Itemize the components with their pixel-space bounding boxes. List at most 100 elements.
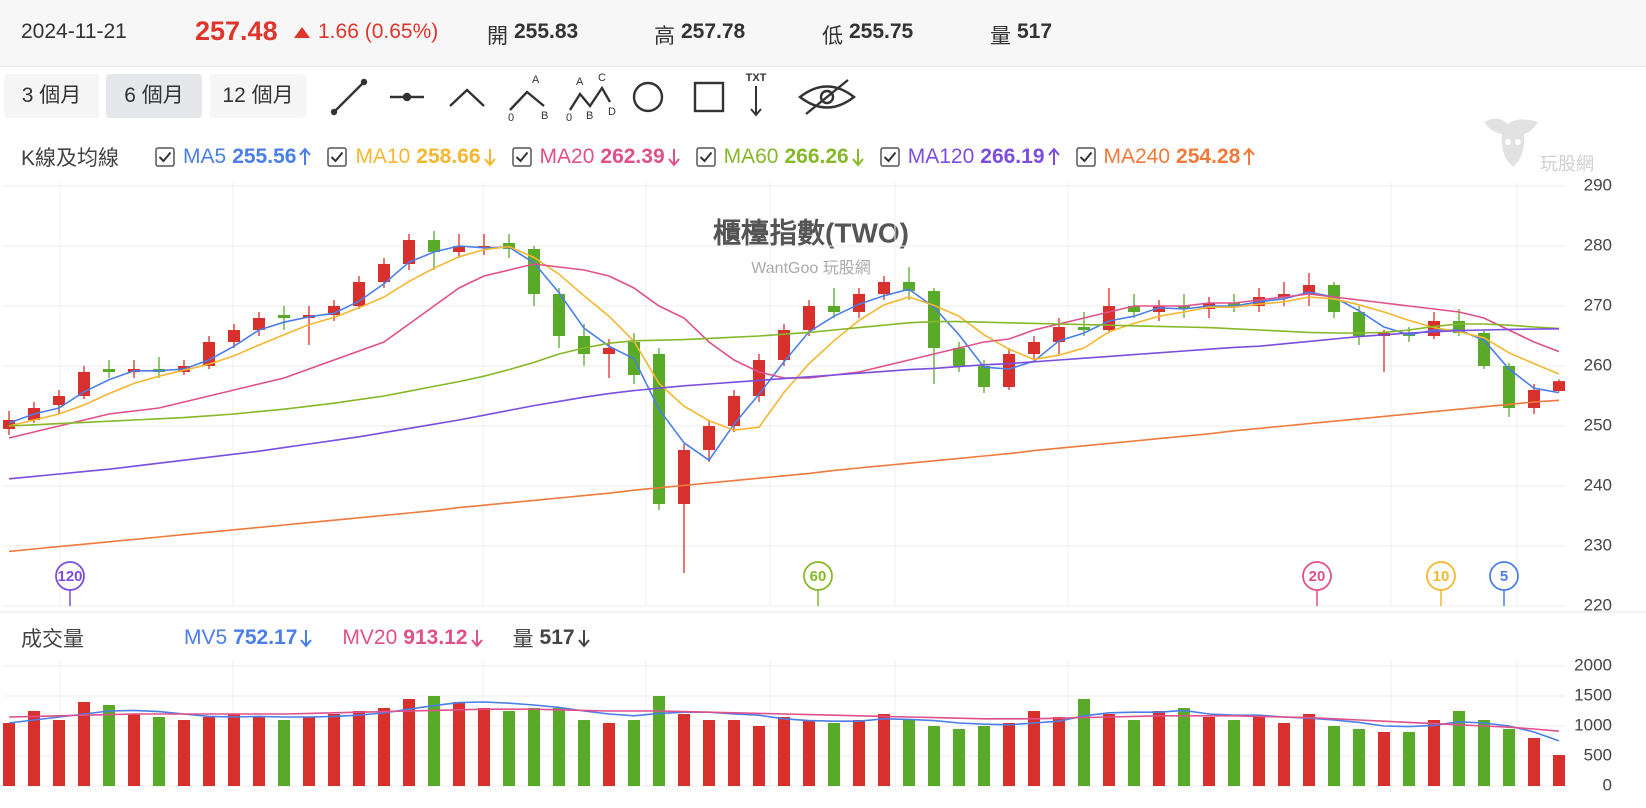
volume-bar	[1453, 711, 1465, 786]
legend-value: 255.56	[232, 145, 297, 168]
volume-bar	[1228, 720, 1240, 786]
icon-text: B	[586, 110, 593, 122]
volume-bar	[1178, 708, 1190, 786]
ma-line	[8, 245, 1560, 432]
candle-body	[903, 282, 915, 291]
volume-bar	[503, 711, 515, 786]
legend-title: K線及均線	[21, 147, 120, 170]
candle-body	[953, 348, 965, 366]
volume-bar	[353, 711, 365, 786]
up-icon	[294, 27, 310, 38]
high-label: 高	[654, 25, 675, 48]
y-tick-label: 1000	[1574, 715, 1612, 734]
line-tool[interactable]	[330, 78, 368, 116]
legend-value: 913.12	[403, 626, 468, 649]
y-tick-label: 220	[1584, 595, 1612, 614]
checkbox[interactable]	[511, 147, 532, 167]
rect-tool[interactable]	[693, 81, 725, 113]
price: 257.48	[195, 16, 278, 46]
legend-item: MV5 752.17	[184, 626, 313, 650]
chart-subtitle: WantGoo 玩股網	[751, 259, 870, 277]
volume-bar	[1353, 729, 1365, 786]
volume-bar	[1428, 720, 1440, 786]
volume-bar	[828, 723, 840, 786]
legend-item: MV20 913.12	[342, 626, 483, 650]
range-button[interactable]: 3 個月	[4, 74, 99, 118]
volume-bar	[1403, 732, 1415, 786]
icon-text: 0	[508, 112, 514, 122]
volume-bar	[953, 729, 965, 786]
volume-bar	[578, 720, 590, 786]
volume-bar	[378, 708, 390, 786]
candle-body	[1128, 306, 1140, 312]
volume-bar	[678, 714, 690, 786]
legend-value: 266.26	[784, 145, 849, 168]
y-tick-label: 240	[1584, 475, 1612, 494]
candle-body	[1153, 306, 1165, 312]
candle-body	[1178, 306, 1190, 309]
chart-title: 櫃檯指數(TWO)	[713, 217, 909, 248]
quote-bar: 2024-11-21 257.48 1.66 (0.65%) 開 255.83 …	[0, 0, 1646, 67]
trend-arrow	[299, 147, 312, 165]
candle-body	[1028, 342, 1040, 354]
checkbox[interactable]	[155, 147, 175, 167]
volume-bar	[728, 720, 740, 786]
volume-bar	[328, 714, 340, 786]
ma-marker	[55, 561, 85, 591]
volume-bar	[1503, 729, 1515, 786]
drawing-tools: A 0 B A C 0 B D TXT	[330, 72, 856, 122]
circle-tool[interactable]	[632, 81, 664, 113]
range-button[interactable]: 6 個月	[106, 74, 202, 118]
candle-body	[1478, 333, 1490, 366]
trend-arrow	[667, 149, 680, 167]
checkbox[interactable]	[879, 147, 900, 167]
volume-bar	[78, 702, 90, 786]
volume-bar	[603, 723, 615, 786]
checkbox[interactable]	[1075, 147, 1096, 167]
volume-bar	[703, 720, 715, 786]
ma-marker-label: 60	[810, 568, 827, 585]
legend-name: MA10	[355, 145, 411, 168]
candle-body	[378, 264, 390, 282]
candle-body	[453, 246, 465, 252]
volume-legend: 成交量 MV5 752.17 MV20 913.12 量 517	[21, 622, 606, 654]
legend-name: MA240	[1103, 145, 1171, 168]
checkbox[interactable]	[327, 147, 348, 167]
candle-body	[1228, 303, 1240, 306]
logo: 玩股網	[1478, 112, 1608, 176]
candle-body	[203, 342, 215, 366]
volume-bar	[1053, 717, 1065, 786]
candle-body	[653, 354, 665, 504]
hide-tool[interactable]	[798, 79, 856, 115]
hline-tool[interactable]	[390, 92, 424, 102]
candle-body	[1278, 294, 1290, 297]
candle-body	[103, 369, 115, 372]
logo-icon	[1484, 118, 1538, 167]
range-button[interactable]: 12 個月	[210, 74, 306, 118]
volume-bar	[1278, 723, 1290, 786]
volume-bar	[1553, 754, 1565, 786]
candle-body	[978, 366, 990, 387]
angle-tool[interactable]	[449, 88, 485, 107]
abc-tool[interactable]: A 0 B	[508, 74, 548, 122]
low-value: 255.75	[849, 20, 914, 43]
date: 2024-11-21	[21, 20, 127, 43]
legend-name: 量	[512, 628, 534, 651]
checkbox[interactable]	[695, 147, 716, 167]
change: 1.66 (0.65%)	[318, 20, 439, 43]
volume-bar	[103, 705, 115, 786]
abcd-tool[interactable]: A C 0 B D	[566, 72, 616, 122]
candle-body	[1078, 327, 1090, 330]
volume-bar	[978, 726, 990, 786]
ma-marker	[1426, 561, 1456, 591]
volume-bar	[1328, 726, 1340, 786]
candle-body	[1003, 354, 1015, 387]
y-tick-label: 2000	[1574, 655, 1612, 674]
text-tool[interactable]: TXT	[746, 72, 767, 117]
trend-arrow	[851, 149, 864, 167]
volume-bar	[178, 720, 190, 786]
volume-value: 517	[1017, 20, 1053, 43]
legend-title: 成交量	[21, 628, 84, 651]
candle-body	[928, 291, 940, 348]
